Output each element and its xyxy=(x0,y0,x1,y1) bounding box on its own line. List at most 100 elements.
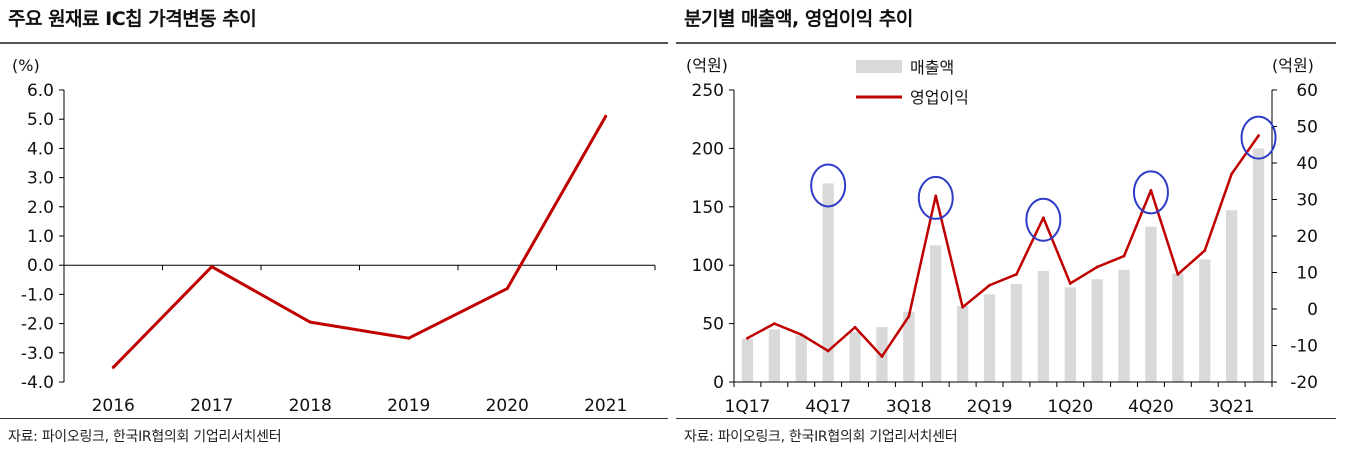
y-tick-label: 4.0 xyxy=(27,139,54,159)
y-tick-label: 2.0 xyxy=(27,198,54,218)
y-left-tick-label: 150 xyxy=(692,198,724,218)
sales-bar xyxy=(903,311,915,382)
operating-profit-point xyxy=(1176,272,1180,276)
source-divider xyxy=(676,418,1336,419)
sales-bar xyxy=(768,329,780,382)
operating-profit-point xyxy=(799,333,803,336)
x-tick-label: 4Q20 xyxy=(1128,397,1174,417)
operating-profit-point xyxy=(1230,172,1234,176)
y-right-tick-label: 40 xyxy=(1296,154,1318,174)
operating-profit-point xyxy=(1095,265,1099,269)
operating-profit-point xyxy=(826,349,830,353)
y-left-tick-label: 250 xyxy=(692,81,724,101)
sales-bar xyxy=(1064,287,1076,382)
operating-profit-point xyxy=(1068,282,1072,285)
operating-profit-point xyxy=(880,355,884,358)
operating-profit-point xyxy=(988,283,991,287)
sales-bar xyxy=(1091,279,1103,382)
price-change-point xyxy=(407,336,411,340)
q4-highlight-circle xyxy=(1025,197,1062,242)
quarterly-sales-profit-combo-chart: (억원) (억원)매출액영업이익2502001501005006050403020… xyxy=(686,56,1318,417)
sales-bar xyxy=(741,338,754,382)
q4-highlight-circle xyxy=(1240,115,1277,160)
y-right-tick-label: 10 xyxy=(1296,264,1318,284)
y-tick-label: 3.0 xyxy=(27,169,54,189)
sales-bar xyxy=(1118,269,1130,382)
sales-bar xyxy=(957,306,969,382)
y-right-tick-label: -20 xyxy=(1290,373,1318,393)
y-right-tick-label: -10 xyxy=(1290,337,1318,357)
q4-highlight-circle xyxy=(1132,170,1169,215)
operating-profit-series-line xyxy=(746,134,1260,358)
operating-profit-point xyxy=(1257,134,1260,138)
operating-profit-point xyxy=(1015,272,1018,276)
y-tick-label: -1.0 xyxy=(21,285,54,305)
sales-bar xyxy=(930,245,942,382)
chart-title-quarterly-sales-profit: 분기별 매출액, 영업이익 추이 xyxy=(684,8,913,30)
x-tick-label: 1Q17 xyxy=(725,397,771,417)
price-change-point xyxy=(308,320,312,324)
price-change-point xyxy=(604,114,608,118)
y-right-tick-label: 20 xyxy=(1296,227,1318,247)
source-note-left: 자료: 파이오링크, 한국IR협의회 기업리서치센터 xyxy=(8,429,282,445)
y-tick-label: 0.0 xyxy=(27,256,54,276)
panel-ic-chip-price: 주요 원재료 IC칩 가격변동 추이 (%) 6.0 5.0 4.0 3.0 2.0 1.0… xyxy=(0,0,668,460)
sales-bar xyxy=(1226,210,1238,382)
y-tick-label: 5.0 xyxy=(27,110,54,130)
price-change-series-line xyxy=(112,115,608,369)
y-right-tick-label: 30 xyxy=(1296,191,1318,211)
legend-label-sales: 매출액 xyxy=(910,58,954,77)
legend-swatch-sales xyxy=(856,60,902,73)
sales-bar xyxy=(1252,148,1265,382)
operating-profit-point xyxy=(1122,254,1126,258)
operating-profit-point xyxy=(853,325,857,329)
sales-bar xyxy=(983,294,996,382)
source-divider xyxy=(0,418,668,419)
y-right-tick-label: 0 xyxy=(1307,300,1318,320)
chart-title-ic-chip-price: 주요 원재료 IC칩 가격변동 추이 xyxy=(8,8,257,30)
sales-bar xyxy=(1037,271,1049,382)
price-change-point xyxy=(111,365,115,369)
price-change-point xyxy=(210,265,214,269)
y-tick-label: 6.0 xyxy=(27,81,54,101)
price-change-point xyxy=(505,287,509,291)
y-left-tick-label: 100 xyxy=(692,256,724,276)
sales-bar xyxy=(1145,226,1157,382)
operating-profit-point xyxy=(907,314,911,318)
y-left-tick-label: 200 xyxy=(692,139,724,159)
y-left-tick-label: 0 xyxy=(713,373,724,393)
x-tick-label: 2017 xyxy=(190,396,233,416)
y-left-unit: (억원) xyxy=(686,56,728,75)
sales-bar xyxy=(849,331,861,382)
y-axis-unit: (%) xyxy=(12,56,40,75)
operating-profit-point xyxy=(1041,216,1045,220)
y-tick-label: -3.0 xyxy=(21,344,54,364)
x-tick-label: 3Q21 xyxy=(1209,397,1255,417)
ic-chip-price-line-chart: (%) 6.0 5.0 4.0 3.0 2.0 1.0 0.0 -1.0 -2.0 -3.0 -4.0… xyxy=(12,56,656,416)
y-right-unit: (억원) xyxy=(1272,56,1314,75)
x-tick-label: 2020 xyxy=(486,396,529,416)
sales-bar xyxy=(822,183,834,382)
x-tick-label: 3Q18 xyxy=(886,397,932,417)
panel-quarterly-sales-profit: 분기별 매출액, 영업이익 추이 (억원) (억원) 매출액 영업이익 250 200 15… xyxy=(676,0,1336,460)
x-tick-label: 2019 xyxy=(387,396,430,416)
title-divider xyxy=(676,42,1336,44)
x-tick-label: 2Q19 xyxy=(967,397,1013,417)
operating-profit-point xyxy=(1203,249,1207,253)
operating-profit-point xyxy=(961,305,965,309)
y-right-tick-label: 50 xyxy=(1296,118,1318,138)
sales-bar xyxy=(1010,283,1023,382)
sales-bar xyxy=(795,335,807,382)
x-tick-label: 1Q20 xyxy=(1047,397,1093,417)
y-tick-label: -4.0 xyxy=(21,373,54,393)
y-tick-label: -2.0 xyxy=(21,315,54,335)
x-tick-label: 2018 xyxy=(289,396,332,416)
y-left-tick-label: 50 xyxy=(702,315,724,335)
legend-label-profit: 영업이익 xyxy=(910,88,969,107)
source-note-right: 자료: 파이오링크, 한국IR협의회 기업리서치센터 xyxy=(684,429,958,445)
y-right-tick-label: 60 xyxy=(1296,81,1318,101)
title-divider xyxy=(0,42,668,44)
sales-bar xyxy=(1172,273,1184,382)
operating-profit-point xyxy=(746,336,749,340)
x-tick-label: 2016 xyxy=(92,396,135,416)
